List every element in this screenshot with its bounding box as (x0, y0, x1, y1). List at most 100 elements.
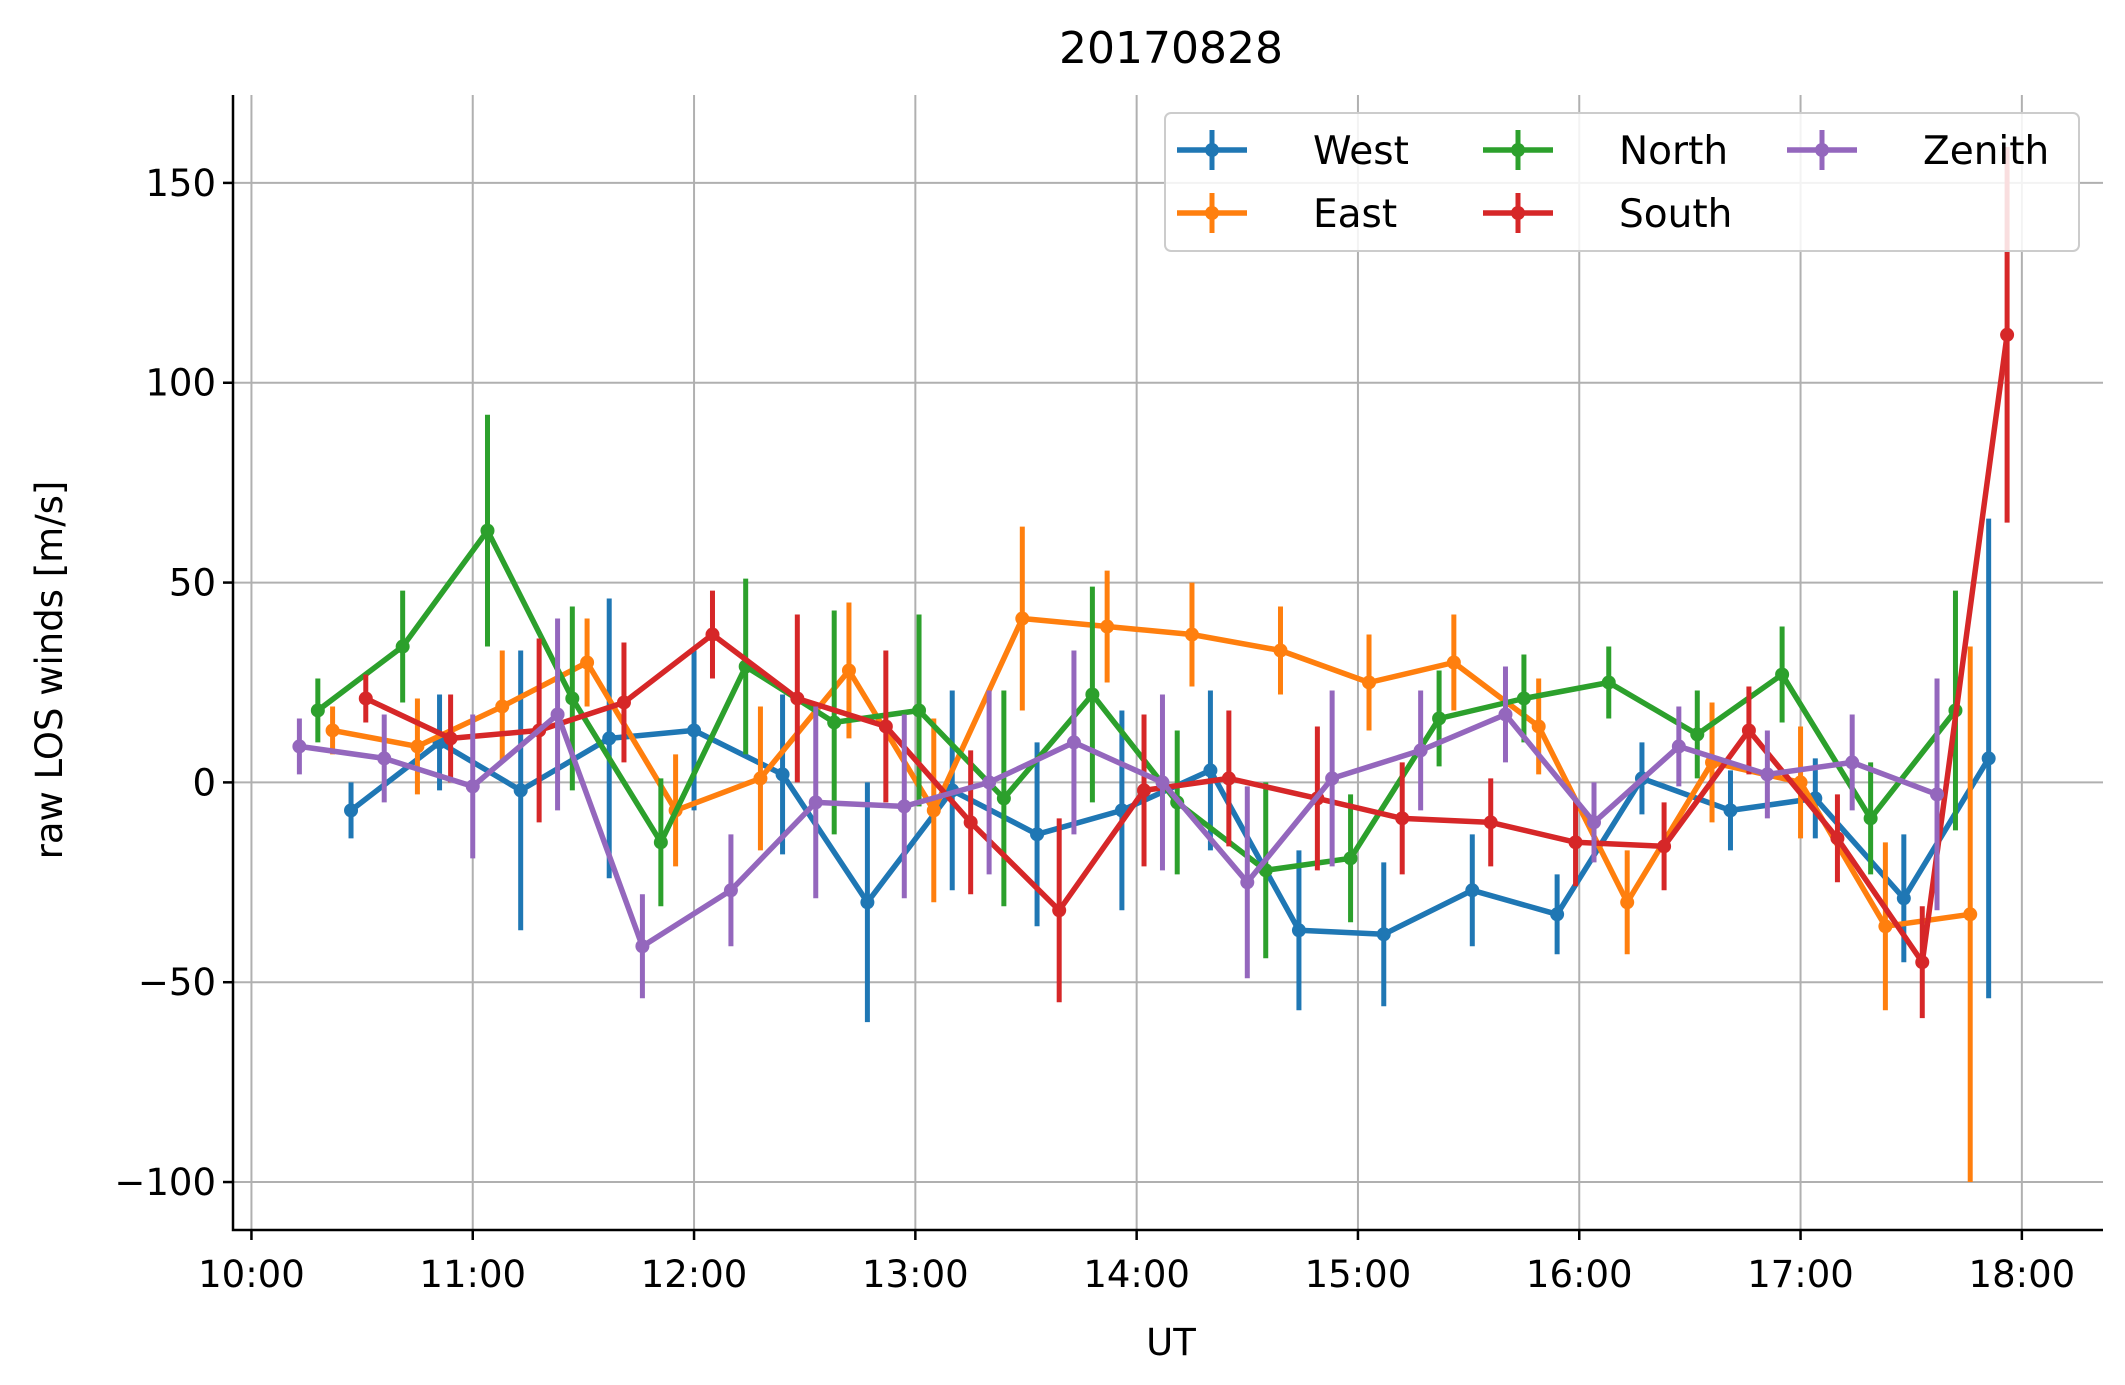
data-point (705, 627, 720, 642)
data-point (775, 767, 790, 782)
data-point (808, 795, 823, 810)
data-point (495, 699, 510, 714)
data-point (1052, 903, 1067, 918)
data-point (616, 695, 631, 710)
data-point (1203, 763, 1218, 778)
y-tick-label: −100 (114, 1161, 216, 1204)
data-point (602, 731, 617, 746)
axes-spine (231, 95, 2103, 1232)
data-point (1671, 739, 1686, 754)
y-axis-label: raw LOS winds [m/s] (28, 481, 71, 860)
data-point (1465, 883, 1480, 898)
series-line (364, 334, 2010, 965)
legend-marker (1205, 206, 1219, 220)
series-line (332, 615, 1971, 930)
legend: West East North South Zenith (1164, 112, 2080, 252)
data-point (1531, 719, 1546, 734)
data-point (996, 791, 1011, 806)
legend-label: Zenith (1923, 129, 2049, 174)
x-tick-label: 17:00 (1747, 1253, 1854, 1296)
data-point (1432, 711, 1447, 726)
data-point (1413, 743, 1428, 758)
data-point (1930, 787, 1945, 802)
data-point (377, 751, 392, 766)
data-point (410, 739, 425, 754)
series-north (310, 414, 1963, 959)
data-point (344, 803, 359, 818)
data-point (1483, 815, 1498, 830)
data-point (1830, 831, 1845, 846)
data-point (443, 731, 458, 746)
legend-label: North (1619, 129, 1728, 174)
chart-title: 20170828 (1059, 23, 1283, 74)
series-line (316, 527, 1958, 874)
series-line (299, 711, 1938, 950)
data-point (1498, 707, 1513, 722)
data-point (1878, 919, 1893, 934)
data-point (1240, 875, 1255, 890)
data-point (1896, 891, 1911, 906)
data-point (2000, 327, 2015, 342)
series-south (358, 146, 2015, 1019)
x-tick-label: 16:00 (1526, 1253, 1633, 1296)
data-point (790, 691, 805, 706)
data-point (1100, 619, 1115, 634)
data-point (1516, 691, 1531, 706)
data-point (1085, 687, 1100, 702)
data-point (358, 691, 373, 706)
data-point (1775, 667, 1790, 682)
data-point (1066, 735, 1081, 750)
data-point (1657, 839, 1672, 854)
data-point (465, 779, 480, 794)
x-tick-label: 13:00 (862, 1253, 969, 1296)
legend-marker (1205, 143, 1219, 157)
data-point (292, 739, 307, 754)
data-point (1362, 675, 1377, 690)
axes: 10:00 11:00 12:00 13:00 14:00 15:00 16:00 17:00… (114, 95, 2103, 1296)
legend-item-south: South (1483, 192, 1732, 237)
legend-item-west: West (1177, 129, 1409, 174)
data-point (580, 655, 595, 670)
data-point (1343, 851, 1358, 866)
data-point (963, 815, 978, 830)
y-tick-label: 100 (145, 362, 216, 405)
x-tick-label: 14:00 (1083, 1253, 1190, 1296)
data-point (1273, 643, 1288, 658)
x-tick-label: 12:00 (641, 1253, 748, 1296)
data-point (1963, 907, 1978, 922)
legend-marker (1511, 206, 1525, 220)
data-point (1184, 627, 1199, 642)
data-point (1446, 655, 1461, 670)
x-tick-label: 15:00 (1305, 1253, 1412, 1296)
legend-label: South (1619, 192, 1732, 237)
data-point (1915, 955, 1930, 970)
data-point (1690, 727, 1705, 742)
data-point (827, 715, 842, 730)
legend-item-east: East (1177, 192, 1397, 237)
x-tick-label: 11:00 (419, 1253, 526, 1296)
data-point (1981, 751, 1996, 766)
data-point (1601, 675, 1616, 690)
data-point (1550, 907, 1565, 922)
data-point (565, 691, 580, 706)
data-point (513, 783, 528, 798)
data-point (1587, 815, 1602, 830)
data-point (1221, 771, 1236, 786)
data-point (1395, 811, 1410, 826)
legend-label: West (1313, 129, 1409, 174)
data-point (860, 895, 875, 910)
grid (233, 95, 2103, 1230)
data-point (912, 703, 927, 718)
data-point (1723, 803, 1738, 818)
data-point (687, 723, 702, 738)
data-point (753, 771, 768, 786)
y-tick-label: 0 (192, 761, 216, 804)
data-point (1741, 723, 1756, 738)
data-point (480, 523, 495, 538)
legend-item-north: North (1483, 129, 1728, 174)
y-tick-label: 50 (169, 562, 216, 605)
x-tick-label: 18:00 (1969, 1253, 2076, 1296)
data-point (1376, 927, 1391, 942)
data-point (1137, 783, 1152, 798)
